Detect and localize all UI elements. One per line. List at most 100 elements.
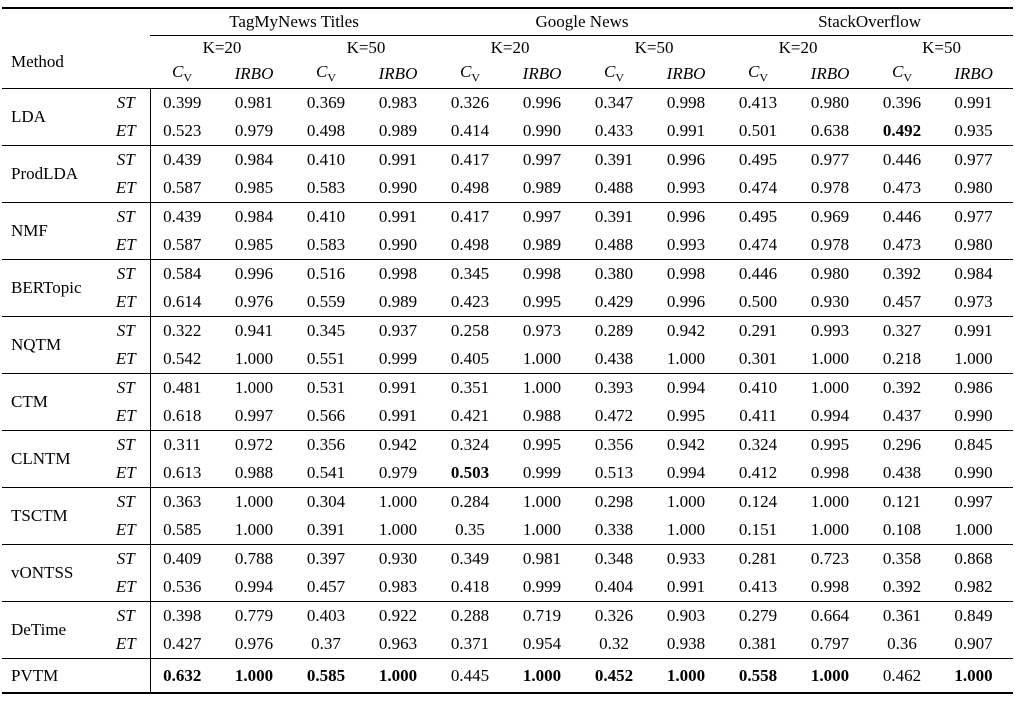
- table-row: NMF ST 0.439 0.984 0.410 0.991 0.417 0.997 0.391…: [2, 202, 1014, 260]
- metric-header-cv: CV: [294, 59, 358, 89]
- table-row: ET 0.523 0.979 0.498 0.989 0.414 0.990 0.433 0.9…: [2, 117, 1013, 146]
- k-header: K=20: [490, 37, 530, 57]
- method-name: CLNTM: [2, 430, 102, 488]
- method-name: ProdLDA: [2, 145, 102, 203]
- value-cell: 0.289: [582, 316, 647, 345]
- value-cell: 0.993: [666, 178, 706, 197]
- value-cell: 0.397: [294, 544, 358, 573]
- method-name: PVTM: [2, 658, 150, 693]
- value-cell: 0.399: [149, 88, 214, 117]
- value-cell: 0.363: [149, 487, 214, 516]
- cv-symbol: C: [604, 61, 616, 81]
- value-cell: 0.322: [149, 316, 214, 345]
- table-row: ET 0.587 0.985 0.583 0.990 0.498 0.989 0.488 0.9…: [2, 174, 1013, 203]
- table-row: BERTopic ST 0.584 0.996 0.516 0.998 0.345 0.998…: [2, 259, 1014, 317]
- row-type-label: ET: [115, 406, 136, 425]
- row-type-label: ST: [102, 145, 150, 174]
- table-row: ET 0.585 1.000 0.391 1.000 0.35 1.000 0.338 1.00…: [2, 516, 1013, 545]
- value-cell: 0.536: [149, 573, 214, 602]
- table-row: ET 0.587 0.985 0.583 0.990 0.498 0.989 0.488 0.9…: [2, 231, 1013, 260]
- value-cell: 0.963: [378, 634, 418, 653]
- value-cell: 0.942: [358, 430, 439, 459]
- value-cell: 0.969: [790, 202, 871, 231]
- value-cell: 1.000: [954, 349, 993, 368]
- value-cell: 0.933: [646, 544, 727, 573]
- value-cell: 0.868: [934, 544, 1014, 573]
- value-cell: 0.982: [954, 577, 993, 596]
- value-cell: 0.391: [582, 202, 647, 231]
- value-cell: 0.380: [582, 259, 647, 288]
- value-cell: 0.994: [234, 577, 274, 596]
- metric-header-irbo: IRBO: [646, 59, 727, 89]
- value-cell: 0.988: [522, 406, 562, 425]
- value-cell: 0.980: [954, 235, 993, 254]
- k-header: K=50: [922, 37, 961, 57]
- value-cell: 0.498: [450, 178, 490, 197]
- value-cell: 1.000: [214, 658, 294, 693]
- value-cell: 0.788: [214, 544, 294, 573]
- cv-symbol: C: [460, 61, 472, 81]
- value-cell: 0.997: [502, 145, 583, 174]
- cv-subscript: V: [903, 70, 913, 85]
- value-cell: 0.994: [646, 373, 727, 402]
- value-cell: 0.583: [306, 178, 346, 197]
- value-cell: 0.998: [810, 577, 850, 596]
- value-cell: 0.437: [882, 406, 922, 425]
- results-table: TagMyNews Titles Google News StackOverfl…: [2, 7, 1014, 694]
- metric-header-cv: CV: [870, 59, 935, 89]
- value-cell: 0.304: [294, 487, 358, 516]
- value-cell: 1.000: [810, 349, 850, 368]
- value-cell: 0.986: [934, 373, 1014, 402]
- row-type-label: ST: [102, 316, 150, 345]
- value-cell: 0.638: [810, 121, 850, 140]
- value-cell: 0.348: [582, 544, 647, 573]
- value-cell: 0.566: [306, 406, 346, 425]
- value-cell: 0.358: [870, 544, 935, 573]
- value-cell: 0.997: [234, 406, 274, 425]
- row-type-label: ST: [102, 430, 150, 459]
- metric-header-irbo: IRBO: [502, 59, 583, 89]
- value-cell: 0.291: [726, 316, 791, 345]
- method-column-header: Method: [2, 35, 150, 89]
- metric-header-irbo: IRBO: [358, 59, 439, 89]
- value-cell: 0.559: [306, 292, 346, 311]
- value-cell: 0.35: [455, 520, 485, 539]
- k-header: K=50: [346, 37, 386, 57]
- value-cell: 0.151: [738, 520, 778, 539]
- value-cell: 0.288: [438, 601, 503, 630]
- value-cell: 0.301: [738, 349, 778, 368]
- value-cell: 0.410: [294, 145, 358, 174]
- value-cell: 0.991: [954, 93, 993, 112]
- value-cell: 0.942: [646, 430, 727, 459]
- value-cell: 0.457: [882, 292, 922, 311]
- value-cell: 0.414: [450, 121, 490, 140]
- value-cell: 0.36: [887, 634, 917, 653]
- value-cell: 1.000: [358, 658, 439, 693]
- value-cell: 0.973: [954, 292, 993, 311]
- value-cell: 0.452: [582, 658, 647, 693]
- value-cell: 0.258: [438, 316, 503, 345]
- value-cell: 0.446: [870, 145, 935, 174]
- value-cell: 1.000: [502, 373, 583, 402]
- value-cell: 0.492: [882, 121, 922, 140]
- value-cell: 0.495: [726, 145, 791, 174]
- value-cell: 0.32: [599, 634, 629, 653]
- value-cell: 0.999: [378, 349, 418, 368]
- value-cell: 0.281: [726, 544, 791, 573]
- value-cell: 0.326: [582, 601, 647, 630]
- value-cell: 0.433: [594, 121, 634, 140]
- value-cell: 0.587: [149, 231, 214, 260]
- table-row: ProdLDA ST 0.439 0.984 0.410 0.991 0.417 0.997 0…: [2, 145, 1014, 203]
- value-cell: 0.446: [726, 259, 791, 288]
- metric-header-cv: CV: [726, 59, 791, 89]
- value-cell: 0.481: [149, 373, 214, 402]
- value-cell: 0.488: [594, 178, 634, 197]
- value-cell: 0.369: [306, 93, 346, 112]
- value-cell: 0.930: [358, 544, 439, 573]
- value-cell: 0.583: [306, 235, 346, 254]
- metric-header-cv: CV: [150, 59, 214, 89]
- value-cell: 0.989: [522, 235, 562, 254]
- value-cell: 0.997: [934, 487, 1014, 516]
- value-cell: 0.983: [378, 577, 418, 596]
